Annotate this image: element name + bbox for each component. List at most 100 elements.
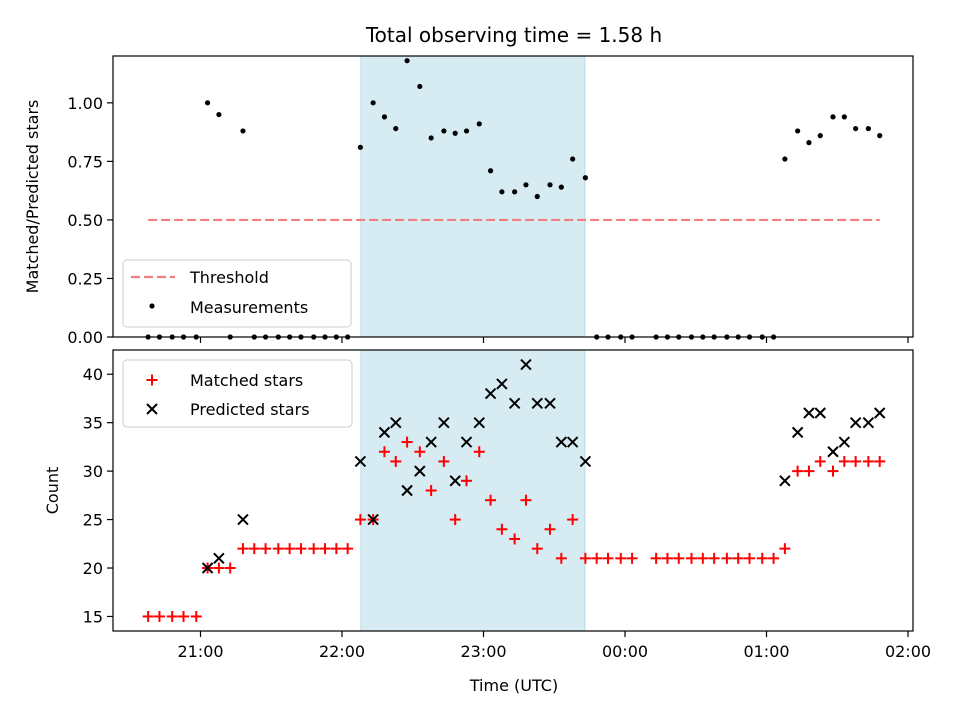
x-tick-label: 01:00 [743,642,789,661]
x-marker-b [367,513,379,526]
measurement-point [782,156,788,162]
measurement-point [795,128,801,134]
predicted-stars-point [827,446,839,458]
measurement-point [452,130,458,136]
matched-stars-point [272,543,284,555]
y-tick-label: 0.50 [67,211,103,230]
measurement-point [463,128,470,134]
predicted-stars-point [496,378,508,390]
matched-stars-point [792,465,804,477]
x-tick-label: 02:00 [885,642,931,661]
y-tick-label: 20 [83,559,103,578]
measurement-point [547,182,553,188]
y-axis-label: Matched/Predicted stars [23,100,42,294]
measurement-point [877,133,883,139]
matched-stars-point [378,446,390,458]
x-marker-b [566,436,579,448]
matched-stars-point [248,543,260,555]
measurement-point [370,100,376,106]
x-marker-b [862,416,875,429]
predicted-stars-point [555,436,568,448]
x-marker-b [508,397,521,410]
y-tick-label: 40 [83,365,103,384]
measurement-point [428,135,434,141]
matched-stars-point [449,514,461,526]
predicted-stars-point [460,436,473,448]
legend-measurements-swatch [149,303,155,309]
matched-stars-point [142,610,154,622]
matched-stars-point [224,562,236,574]
matched-stars-point [531,543,543,555]
matched-stars-point [555,552,567,564]
measurement-point [417,83,423,90]
matched-stars-point [354,514,366,526]
x-marker-b [791,426,804,439]
measurement-point [487,168,494,174]
matched-stars-point [509,533,521,545]
matched-stars-point [838,455,850,467]
y-tick-label: 0.25 [67,269,103,288]
measurement-point [240,128,246,134]
x-marker-b [827,446,839,458]
predicted-stars-point [531,397,543,410]
measurement-point [381,114,388,120]
y-tick-label: 25 [83,511,103,530]
measurement-point [841,114,847,120]
predicted-stars-point [449,475,461,487]
predicted-stars-point [838,436,851,448]
x-tick-label: 21:00 [177,642,223,661]
matched-stars-point [308,543,320,555]
measurement-point [216,111,222,118]
x-marker-b [213,552,225,565]
y-tick-label: 0.75 [67,152,103,171]
y-tick-label: 35 [83,414,103,433]
measurement-point [476,121,482,127]
legend-measurements-label: Measurements [190,298,308,317]
matched-stars-point [673,552,685,564]
predicted-stars-point [390,416,402,429]
matched-stars-point [850,455,862,467]
predicted-stars-point [803,407,815,419]
matched-stars-point [178,610,190,622]
x-marker-b [201,562,214,574]
x-tick-label: 22:00 [319,642,365,661]
y-tick-label: 0.00 [67,328,103,347]
matched-stars-point [425,485,437,496]
x-marker-b [803,407,815,419]
matched-stars-point [485,494,497,506]
x-marker-b [838,436,851,448]
x-marker-b [873,407,886,419]
predicted-stars-point [862,416,875,429]
panel-frame [112,55,914,338]
measurement-point [830,114,836,120]
matched-stars-point [330,543,342,555]
matched-stars-point [626,552,638,564]
predicted-stars-point [473,416,485,429]
matched-stars-point [591,552,603,564]
measurement-point [865,125,871,132]
matched-stars-point [414,446,426,458]
x-marker-b [849,416,862,429]
matched-stars-point [295,543,307,555]
legend: Threshold Measurements [122,259,352,328]
x-marker-b [425,436,437,448]
x-marker-b [414,465,426,477]
x-tick-label: 23:00 [460,642,506,661]
predicted-stars-point [814,407,826,419]
matched-stars-point [390,455,402,467]
measurement-point [441,128,447,134]
matched-stars-point [721,552,733,564]
x-marker-b [555,436,568,448]
legend-predicted-label: Predicted stars [190,400,310,419]
legend-threshold-label: Threshold [189,268,269,287]
y-axis-label: Count [43,467,62,515]
matched-stars-point [544,523,556,535]
measurement-point [806,140,812,146]
measurement-point [512,189,518,195]
measurement-point [393,125,399,132]
matched-stars-point [602,552,614,564]
predicted-stars-point [544,397,556,410]
measurement-point [204,100,211,106]
matched-stars-point [579,552,591,564]
x-marker-b [531,397,543,410]
